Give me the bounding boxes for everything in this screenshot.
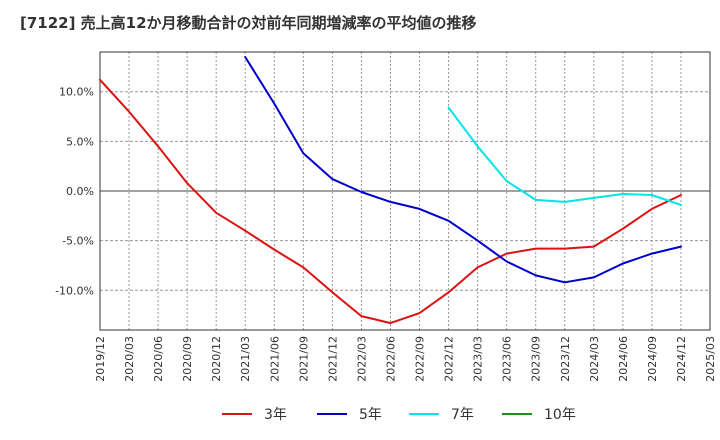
x-tick-label: 2023/09 [530,336,543,382]
x-tick-label: 2023/03 [472,336,485,382]
x-tick-label: 2024/12 [675,336,688,382]
legend-label: 5年 [359,407,382,423]
y-tick-label: 10.0% [59,86,94,99]
x-tick-label: 2024/03 [588,336,601,382]
x-tick-label: 2021/09 [297,336,310,382]
series-line-3年 [99,78,682,325]
x-tick-label: 2024/06 [617,336,630,382]
x-tick-label: 2022/03 [355,336,368,382]
x-tick-label: 2021/03 [239,336,252,382]
series-line-5年 [244,56,682,284]
x-tick-label: 2020/06 [152,336,165,382]
x-tick-label: 2021/12 [326,336,339,382]
y-tick-label: -10.0% [55,284,94,297]
x-tick-label: 2024/09 [646,336,659,382]
x-tick-label: 2022/12 [443,336,456,382]
series-line-7年 [447,106,682,206]
x-tick-label: 2023/12 [559,336,572,382]
y-tick-label: -5.0% [62,235,94,248]
y-tick-label: 0.0% [66,185,94,198]
x-tick-label: 2021/06 [268,336,281,382]
y-tick-label: 5.0% [66,135,94,148]
legend-label: 7年 [451,407,474,423]
x-tick-label: 2025/03 [704,336,717,382]
legend-label: 3年 [264,407,287,423]
x-tick-label: 2022/09 [414,336,427,382]
plot-frame [99,51,711,331]
legend-label: 10年 [544,407,576,423]
x-tick-label: 2020/12 [210,336,223,382]
x-tick-label: 2020/09 [181,336,194,382]
x-tick-label: 2022/06 [384,336,397,382]
x-tick-label: 2020/03 [123,336,136,382]
chart-title: [7122] 売上高12か月移動合計の対前年同期増減率の平均値の推移 [20,14,477,32]
x-tick-label: 2023/06 [501,336,514,382]
x-tick-label: 2019/12 [94,336,107,382]
